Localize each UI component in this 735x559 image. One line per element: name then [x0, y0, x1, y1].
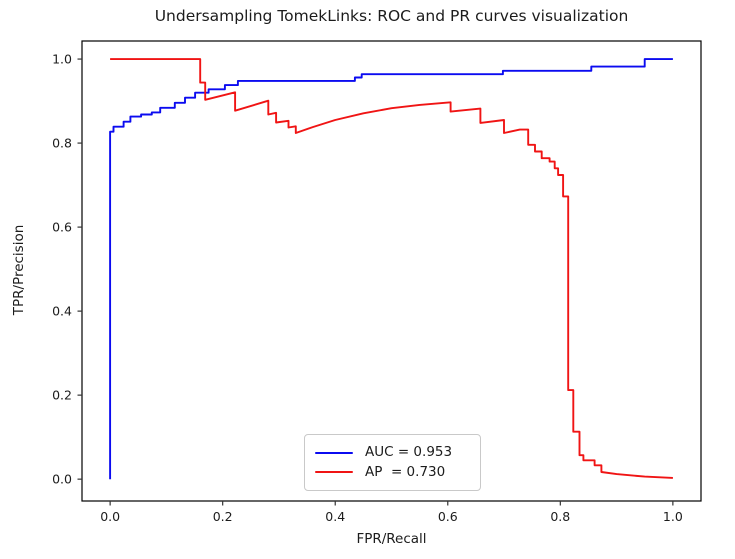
legend-row-pr: AP = 0.730 — [315, 463, 470, 480]
legend-label-auc: AUC = 0.953 — [365, 444, 453, 460]
y-axis-label: TPR/Precision — [11, 224, 27, 316]
y-tick-label: 0.0 — [52, 472, 72, 487]
x-tick-label: 0.6 — [438, 509, 458, 524]
pr-curve — [110, 58, 673, 479]
axes-frame — [81, 40, 702, 502]
pr-line-swatch — [315, 471, 353, 474]
chart-title: Undersampling TomekLinks: ROC and PR cur… — [154, 7, 629, 25]
x-tick-label: 0.2 — [213, 509, 233, 524]
x-tick-label: 0.0 — [100, 509, 120, 524]
legend: AUC = 0.953 AP = 0.730 — [304, 434, 481, 491]
x-tick-label: 1.0 — [663, 509, 683, 524]
x-axis-label: FPR/Recall — [356, 531, 427, 547]
y-tick-label: 0.6 — [52, 220, 72, 235]
legend-row-roc: AUC = 0.953 — [315, 444, 470, 460]
roc-curve — [109, 58, 673, 480]
x-tick-label: 0.4 — [325, 509, 345, 524]
y-tick-label: 0.4 — [52, 304, 72, 319]
y-tick-label: 1.0 — [52, 52, 72, 67]
legend-label-ap: AP = 0.730 — [365, 463, 446, 480]
y-tick-label: 0.2 — [52, 388, 72, 403]
roc-line-swatch — [315, 451, 353, 454]
x-tick-label: 0.8 — [550, 509, 570, 524]
y-tick-label: 0.8 — [52, 136, 72, 151]
